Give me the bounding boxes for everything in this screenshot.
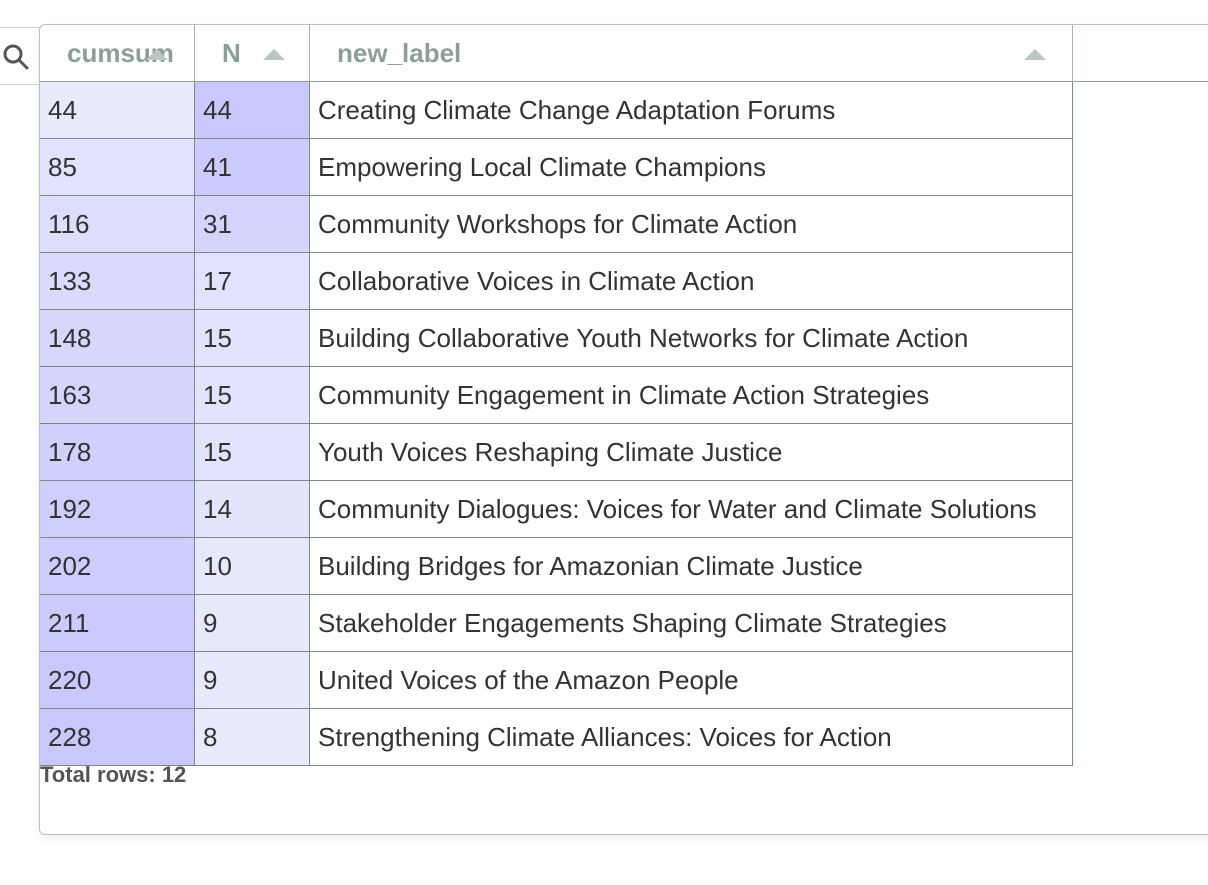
cell-n: 9: [195, 595, 310, 652]
sort-ascending-icon[interactable]: [146, 49, 168, 60]
cell-n: 44: [195, 82, 310, 139]
cell-new-label: United Voices of the Amazon People: [310, 652, 1073, 709]
cell-n: 17: [195, 253, 310, 310]
total-rows-label: Total rows: 12: [40, 762, 187, 787]
cell-cumsum: 163: [40, 367, 195, 424]
cell-cumsum: 178: [40, 424, 195, 481]
cell-cumsum: 211: [40, 595, 195, 652]
table-row[interactable]: 178 15 Youth Voices Reshaping Climate Just…: [40, 424, 1073, 481]
cell-n: 9: [195, 652, 310, 709]
cell-n: 15: [195, 424, 310, 481]
cell-cumsum: 44: [40, 82, 195, 139]
cell-new-label: Community Dialogues: Voices for Water an…: [310, 481, 1073, 538]
cell-new-label: Empowering Local Climate Champions: [310, 139, 1073, 196]
column-header-new-label[interactable]: new_label: [310, 25, 1073, 82]
column-header-label: new_label: [337, 38, 462, 68]
column-header-n[interactable]: N: [195, 25, 310, 82]
table-row[interactable]: 133 17 Collaborative Voices in Climate Act…: [40, 253, 1073, 310]
cell-n: 31: [195, 196, 310, 253]
cell-n: 8: [195, 709, 310, 766]
cell-cumsum: 202: [40, 538, 195, 595]
cell-n: 15: [195, 367, 310, 424]
table-row[interactable]: 163 15 Community Engagement in Climate Act…: [40, 367, 1073, 424]
search-icon: [3, 44, 29, 70]
cell-new-label: Community Workshops for Climate Action: [310, 196, 1073, 253]
table-row[interactable]: 202 10 Building Bridges for Amazonian Clim…: [40, 538, 1073, 595]
table-row[interactable]: 116 31 Community Workshops for Climate Act…: [40, 196, 1073, 253]
sort-ascending-icon[interactable]: [1024, 49, 1046, 60]
cell-cumsum: 133: [40, 253, 195, 310]
cell-cumsum: 220: [40, 652, 195, 709]
cell-n: 15: [195, 310, 310, 367]
cell-new-label: Building Bridges for Amazonian Climate J…: [310, 538, 1073, 595]
cell-n: 41: [195, 139, 310, 196]
cell-n: 10: [195, 538, 310, 595]
sort-ascending-icon[interactable]: [263, 49, 285, 60]
cell-new-label: Strengthening Climate Alliances: Voices …: [310, 709, 1073, 766]
column-header-cumsum[interactable]: cumsum: [40, 25, 195, 82]
cell-cumsum: 116: [40, 196, 195, 253]
cell-new-label: Youth Voices Reshaping Climate Justice: [310, 424, 1073, 481]
table-row[interactable]: 228 8 Strengthening Climate Alliances: Voi…: [40, 709, 1073, 766]
column-header-label: N: [222, 38, 241, 68]
cell-new-label: Creating Climate Change Adaptation Forum…: [310, 82, 1073, 139]
cell-new-label: Collaborative Voices in Climate Action: [310, 253, 1073, 310]
cell-cumsum: 228: [40, 709, 195, 766]
grid-header-row: cumsum N new_label: [40, 25, 1208, 82]
cell-new-label: Community Engagement in Climate Action S…: [310, 367, 1073, 424]
cell-new-label: Stakeholder Engagements Shaping Climate …: [310, 595, 1073, 652]
search-button[interactable]: [0, 27, 42, 85]
table-row[interactable]: 85 41 Empowering Local Climate Champions: [40, 139, 1073, 196]
table-row[interactable]: 192 14 Community Dialogues: Voices for Wat…: [40, 481, 1073, 538]
cell-cumsum: 148: [40, 310, 195, 367]
cell-cumsum: 192: [40, 481, 195, 538]
cell-new-label: Building Collaborative Youth Networks fo…: [310, 310, 1073, 367]
cell-n: 14: [195, 481, 310, 538]
cell-cumsum: 85: [40, 139, 195, 196]
table-row[interactable]: 148 15 Building Collaborative Youth Networ…: [40, 310, 1073, 367]
data-grid: cumsum N new_label 44 44 Creating Climate …: [39, 24, 1208, 835]
table-row[interactable]: 44 44 Creating Climate Change Adaptation F…: [40, 82, 1073, 139]
table-row[interactable]: 220 9 United Voices of the Amazon People: [40, 652, 1073, 709]
table-row[interactable]: 211 9 Stakeholder Engagements Shaping Clim…: [40, 595, 1073, 652]
